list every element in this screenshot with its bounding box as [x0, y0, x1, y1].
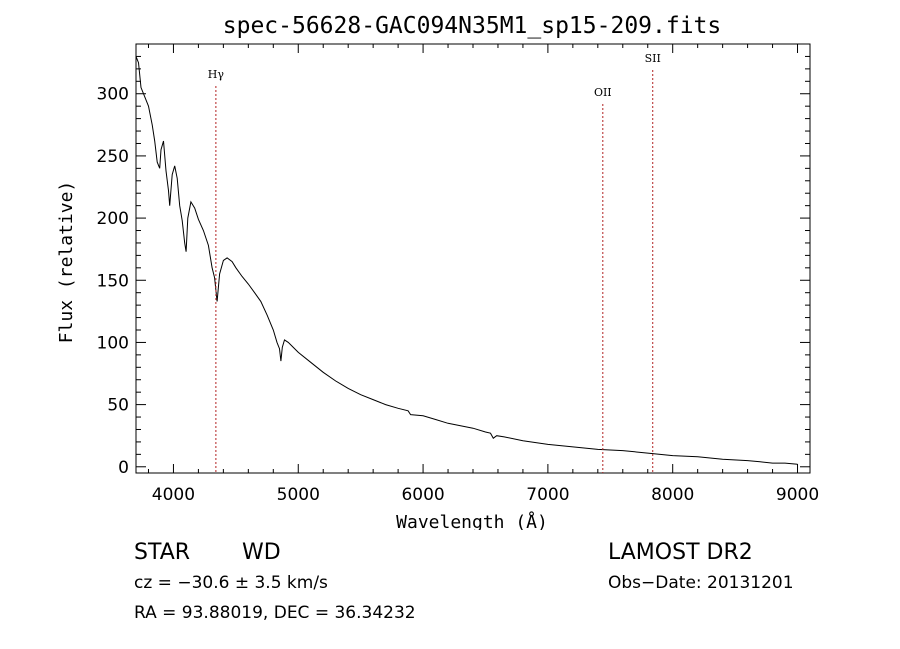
plot-frame: [135, 43, 811, 474]
y-axis: 0 50 100 150 200 250 300: [97, 55, 810, 478]
marker-label: SII: [645, 52, 661, 65]
x-axis: 4000 5000 6000 7000 8000 9000: [147, 44, 819, 505]
y-tick-label: 300: [97, 85, 129, 105]
plot-area: [135, 56, 798, 465]
survey-name: LAMOST DR2: [608, 540, 753, 565]
observation-date: Obs−Date: 20131201: [608, 573, 794, 593]
x-tick-label: 6000: [401, 485, 444, 505]
y-axis-label: Flux (relative): [56, 181, 77, 344]
y-tick-label: 250: [97, 147, 129, 167]
x-tick-label: 9000: [776, 485, 819, 505]
marker-label: Hγ: [208, 68, 225, 81]
object-subclass: WD: [242, 540, 281, 565]
x-tick-label: 8000: [651, 485, 694, 505]
x-axis-label: Wavelength (Å): [396, 511, 548, 530]
y-tick-label: 200: [97, 209, 129, 229]
chart-title: spec-56628-GAC094N35M1_sp15-209.fits: [223, 13, 722, 39]
y-tick-label: 150: [97, 271, 129, 291]
sky-coordinates: RA = 93.88019, DEC = 36.34232: [134, 603, 416, 623]
redshift-cz: cz = −30.6 ± 3.5 km/s: [134, 573, 328, 593]
spectrum-line: [135, 56, 798, 465]
y-tick-label: 50: [107, 396, 129, 416]
spectrum-chart: spec-56628-GAC094N35M1_sp15-209.fits 400…: [56, 13, 819, 530]
marker-label: OII: [594, 86, 612, 99]
y-tick-label: 100: [97, 333, 129, 353]
x-tick-label: 5000: [277, 485, 320, 505]
object-type: STAR: [134, 540, 191, 565]
x-tick-label: 4000: [152, 485, 195, 505]
y-tick-label: 0: [118, 458, 129, 478]
x-tick-label: 7000: [526, 485, 569, 505]
line-markers: Hγ OII SII: [208, 52, 661, 473]
